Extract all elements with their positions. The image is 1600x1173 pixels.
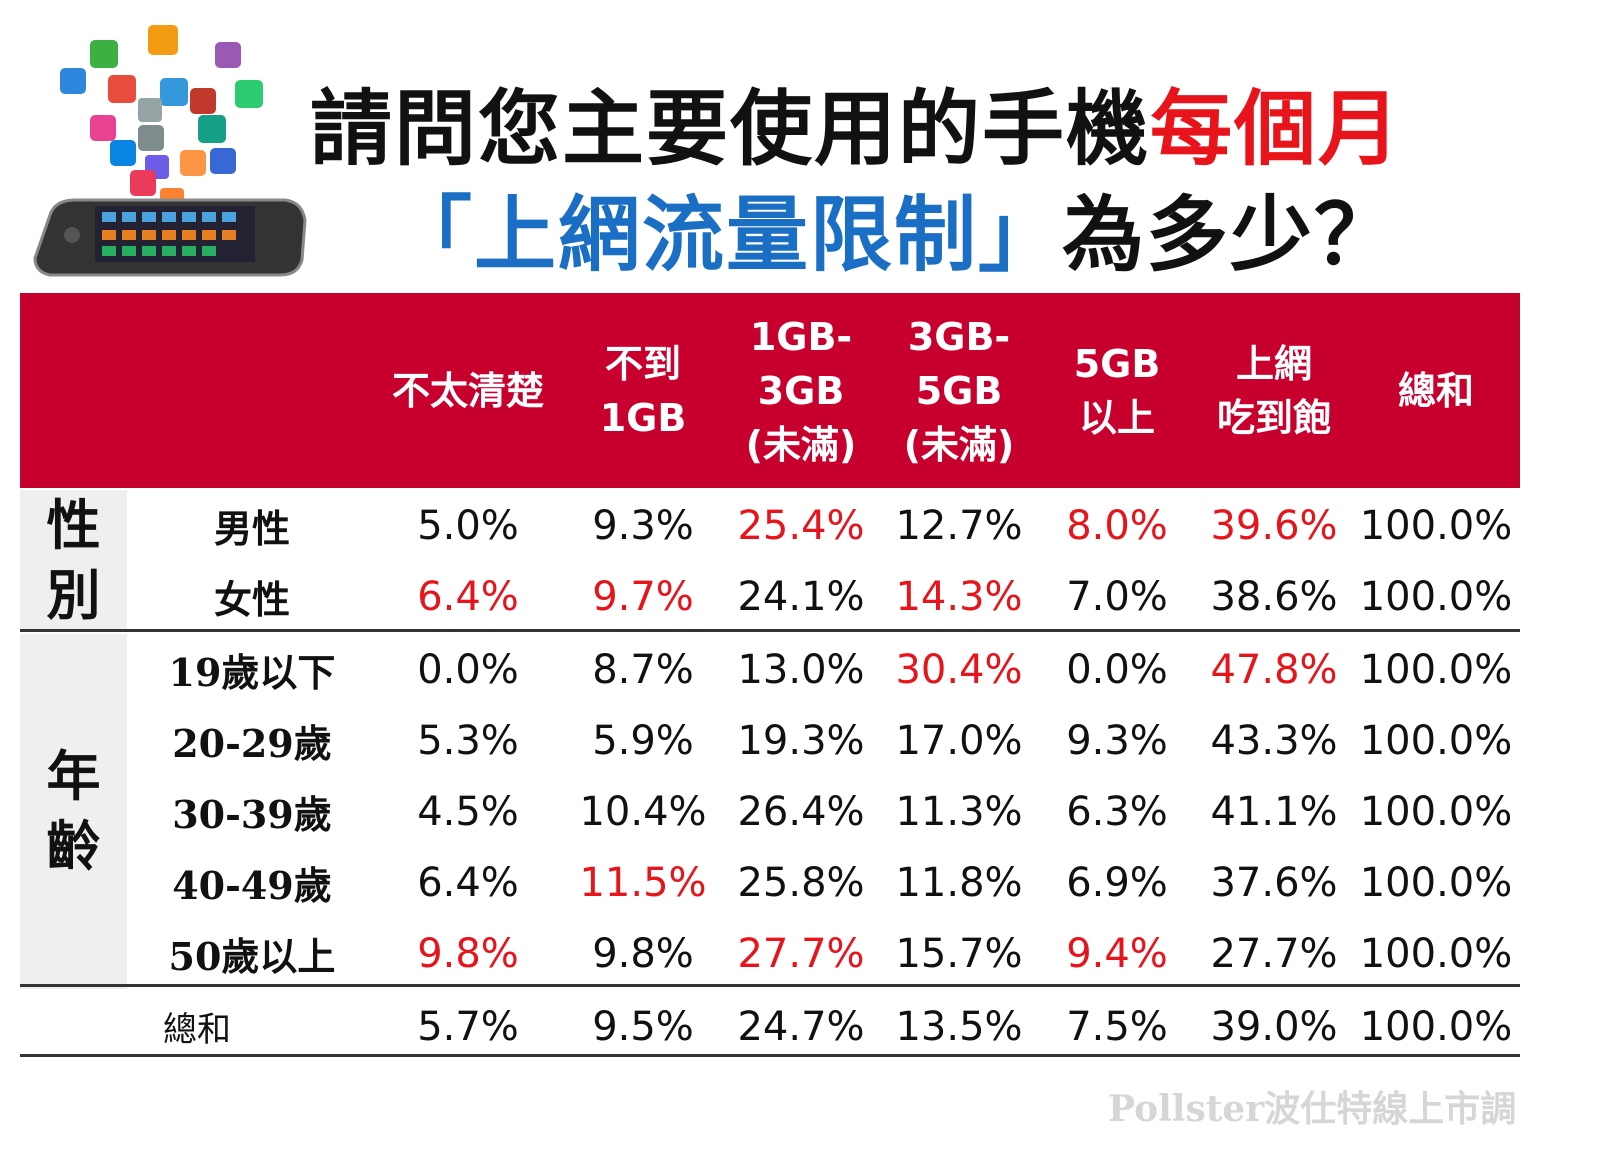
table-cell: 6.4% — [417, 573, 519, 620]
row-label: 女性 — [213, 577, 290, 622]
row-label: 50歲以上 — [168, 934, 336, 979]
table-cell: 6.4% — [417, 859, 519, 906]
table-row: 19歲以下 0.0% 8.7% 13.0% 30.4% 0.0% 47.8% 100.0% — [20, 634, 1520, 705]
smartphone-icon — [33, 198, 307, 277]
table-cell: 17.0% — [895, 717, 1023, 764]
row-label: 20-29歲 — [172, 721, 332, 766]
table-cell: 100.0% — [1359, 502, 1513, 549]
table-row: 男性 5.0% 9.3% 25.4% 12.7% 8.0% 39.6% 100.0% — [20, 490, 1520, 561]
table-cell: 12.7% — [895, 502, 1023, 549]
table-cell: 5.3% — [417, 717, 519, 764]
table-row: 50歲以上 9.8% 9.8% 27.7% 15.7% 9.4% 27.7% 100.0% — [20, 918, 1520, 989]
table-cell: 26.4% — [737, 788, 865, 835]
table-cell: 11.3% — [895, 788, 1023, 835]
title-blue-text: 「上網流量限制」 — [390, 188, 1063, 283]
table-cell: 8.7% — [592, 646, 694, 693]
title-black-text: 請問您主要使用的手機 — [310, 82, 1151, 177]
table-cell: 9.7% — [592, 573, 694, 620]
group-label: 年 齡 — [20, 634, 127, 989]
table-cell: 0.0% — [417, 646, 519, 693]
table-cell: 6.3% — [1066, 788, 1168, 835]
table-cell: 11.5% — [579, 859, 707, 906]
table-cell: 9.8% — [592, 930, 694, 977]
table-cell: 100.0% — [1359, 573, 1513, 620]
table-cell: 27.7% — [1210, 930, 1338, 977]
table-cell: 9.8% — [417, 930, 519, 977]
table-cell: 9.4% — [1066, 930, 1168, 977]
table-cell: 7.5% — [1066, 1003, 1168, 1050]
table-row: 40-49歲 6.4% 11.5% 25.8% 11.8% 6.9% 37.6% 100.0% — [20, 847, 1520, 918]
table-cell: 39.0% — [1210, 1003, 1338, 1050]
table-cell: 37.6% — [1210, 859, 1338, 906]
title-black-text-2: 為多少？ — [1062, 188, 1399, 283]
table-cell: 9.3% — [1066, 717, 1168, 764]
column-header: 不到 1GB — [599, 341, 687, 440]
table-divider — [20, 1054, 1520, 1057]
table-cell: 5.9% — [592, 717, 694, 764]
column-header: 1GB- 3GB (未滿) — [745, 314, 857, 467]
table-cell: 25.8% — [737, 859, 865, 906]
total-row: 總和 5.7% 9.5% 24.7% 13.5% 7.5% 39.0% 100.0% — [20, 991, 1520, 1062]
table-cell: 11.8% — [895, 859, 1023, 906]
table-row: 30-39歲 4.5% 10.4% 26.4% 11.3% 6.3% 41.1% 100.0% — [20, 776, 1520, 847]
table-cell: 9.3% — [592, 502, 694, 549]
table-header: 不太清楚 不到 1GB 1GB- 3GB (未滿) 3GB- 5GB (未滿) 5GB … — [20, 293, 1520, 488]
table-cell: 100.0% — [1359, 930, 1513, 977]
table-cell: 14.3% — [895, 573, 1023, 620]
table-cell: 15.7% — [895, 930, 1023, 977]
table-cell: 30.4% — [895, 646, 1023, 693]
table-cell: 19.3% — [737, 717, 865, 764]
table-cell: 24.1% — [737, 573, 865, 620]
table-cell: 5.0% — [417, 502, 519, 549]
table-divider — [20, 984, 1520, 987]
table-cell: 4.5% — [417, 788, 519, 835]
phone-with-app-icons-illustration — [30, 20, 310, 285]
title-red-text: 每個月 — [1150, 82, 1403, 177]
table-cell: 9.5% — [592, 1003, 694, 1050]
table-cell: 8.0% — [1066, 502, 1168, 549]
table-row: 20-29歲 5.3% 5.9% 19.3% 17.0% 9.3% 43.3% 100.0% — [20, 705, 1520, 776]
app-icons-cluster — [60, 25, 263, 212]
table-divider — [20, 629, 1520, 632]
table-cell: 6.9% — [1066, 859, 1168, 906]
row-label: 19歲以下 — [168, 650, 336, 695]
table-cell: 25.4% — [737, 502, 865, 549]
watermark: Pollster波仕特線上市調 — [1108, 1088, 1517, 1130]
table-cell: 47.8% — [1210, 646, 1338, 693]
table-cell: 100.0% — [1359, 717, 1513, 764]
table-cell: 41.1% — [1210, 788, 1338, 835]
column-header: 總和 — [1397, 368, 1474, 413]
table-cell: 100.0% — [1359, 1003, 1513, 1050]
table-cell: 100.0% — [1359, 646, 1513, 693]
table-cell: 100.0% — [1359, 788, 1513, 835]
page-title-line-1: 請問您主要使用的手機每個月 — [310, 62, 1402, 181]
table-cell: 24.7% — [737, 1003, 865, 1050]
column-header: 上網 吃到飽 — [1216, 341, 1331, 440]
table-cell: 43.3% — [1210, 717, 1338, 764]
row-label: 男性 — [213, 506, 290, 551]
row-label: 30-39歲 — [172, 792, 332, 837]
table-cell: 27.7% — [737, 930, 865, 977]
row-label: 總和 — [163, 1010, 231, 1050]
group-label: 性 別 — [20, 490, 127, 632]
page-title-line-2: 「上網流量限制」為多少？ — [390, 168, 1398, 287]
table-cell: 0.0% — [1066, 646, 1168, 693]
table-cell: 38.6% — [1210, 573, 1338, 620]
table-row: 女性 6.4% 9.7% 24.1% 14.3% 7.0% 38.6% 100.0% — [20, 561, 1520, 632]
table-cell: 7.0% — [1066, 573, 1168, 620]
table-cell: 13.5% — [895, 1003, 1023, 1050]
table-cell: 10.4% — [579, 788, 707, 835]
column-header: 5GB 以上 — [1073, 341, 1161, 440]
column-header: 不太清楚 — [391, 368, 544, 413]
column-header: 3GB- 5GB (未滿) — [903, 314, 1015, 467]
table-cell: 13.0% — [737, 646, 865, 693]
row-label: 40-49歲 — [172, 863, 332, 908]
table-cell: 5.7% — [417, 1003, 519, 1050]
table-cell: 39.6% — [1210, 502, 1338, 549]
table-cell: 100.0% — [1359, 859, 1513, 906]
